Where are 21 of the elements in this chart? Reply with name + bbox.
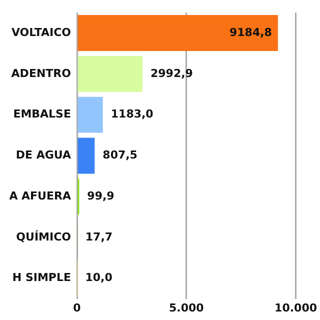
y-tick-label: H SIMPLE xyxy=(12,271,71,284)
x-tick-label: 5.000 xyxy=(168,301,204,314)
data-label: 2992,9 xyxy=(150,66,193,80)
y-tick-label: ADENTRO xyxy=(11,66,71,80)
bar xyxy=(78,138,95,174)
bar xyxy=(78,56,142,92)
bar xyxy=(78,96,103,133)
y-tick-label: DE AGUA xyxy=(16,148,72,162)
data-label: 99,9 xyxy=(87,189,114,202)
y-tick-label: EMBALSE xyxy=(13,108,71,121)
y-tick-label: QUÍMICO xyxy=(16,229,71,244)
data-label: 807,5 xyxy=(102,148,138,162)
x-tick-label: 10.000 xyxy=(274,301,318,314)
y-tick-label: VOLTAICO xyxy=(11,26,71,39)
data-label: 10,0 xyxy=(85,271,113,284)
data-label: 17,7 xyxy=(85,230,113,244)
bar xyxy=(78,15,278,52)
data-label: 9184,8 xyxy=(229,26,272,39)
x-tick-label: 0 xyxy=(73,301,82,314)
data-label: 1183,0 xyxy=(110,108,154,121)
y-tick-label: A AFUERA xyxy=(9,189,72,202)
